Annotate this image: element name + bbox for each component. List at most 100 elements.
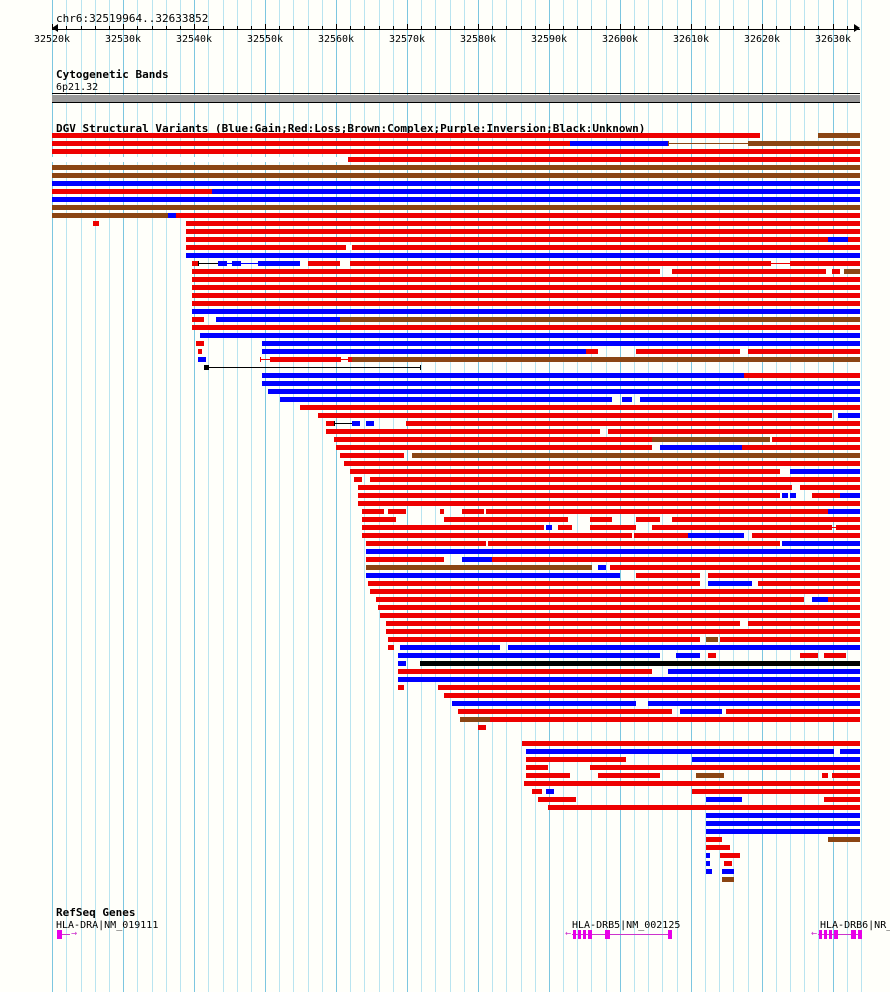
gene-exon[interactable] <box>57 930 62 939</box>
variant-segment[interactable] <box>52 213 168 218</box>
variant-segment[interactable] <box>782 541 860 546</box>
variant-segment[interactable] <box>608 429 860 434</box>
variant-segment[interactable] <box>652 525 690 530</box>
variant-segment[interactable] <box>590 765 860 770</box>
variant-segment[interactable] <box>828 509 860 514</box>
gene-exon[interactable] <box>829 930 832 939</box>
variant-segment[interactable] <box>800 485 860 490</box>
variant-segment[interactable] <box>748 621 860 626</box>
variant-segment[interactable] <box>680 709 722 714</box>
variant-segment[interactable] <box>590 525 636 530</box>
variant-segment[interactable] <box>398 677 860 682</box>
variant-segment[interactable] <box>358 501 860 506</box>
variant-segment[interactable] <box>216 317 340 322</box>
variant-segment[interactable] <box>280 397 612 402</box>
variant-segment[interactable] <box>812 597 828 602</box>
variant-segment[interactable] <box>672 269 826 274</box>
variant-segment[interactable] <box>186 253 860 258</box>
variant-segment[interactable] <box>790 469 860 474</box>
variant-segment[interactable] <box>742 445 860 450</box>
variant-segment[interactable] <box>386 629 860 634</box>
variant-segment[interactable] <box>844 269 860 274</box>
gene-exon[interactable] <box>834 930 838 939</box>
variant-segment[interactable] <box>262 341 860 346</box>
variant-segment[interactable] <box>636 573 700 578</box>
variant-segment[interactable] <box>526 765 548 770</box>
variant-segment[interactable] <box>748 141 860 146</box>
variant-segment[interactable] <box>168 213 176 218</box>
variant-segment[interactable] <box>318 413 832 418</box>
variant-segment[interactable] <box>720 853 740 858</box>
variant-segment[interactable] <box>708 653 716 658</box>
variant-segment[interactable] <box>744 373 860 378</box>
variant-segment[interactable] <box>590 517 612 522</box>
variant-segment[interactable] <box>610 565 860 570</box>
variant-segment[interactable] <box>350 261 770 266</box>
variant-segment[interactable] <box>696 773 724 778</box>
variant-segment[interactable] <box>350 469 780 474</box>
variant-segment[interactable] <box>598 565 606 570</box>
variant-segment[interactable] <box>348 157 860 162</box>
variant-segment[interactable] <box>366 557 444 562</box>
variant-segment[interactable] <box>198 349 202 354</box>
variant-segment[interactable] <box>52 173 860 178</box>
gene-exon[interactable] <box>583 930 586 939</box>
variant-segment[interactable] <box>692 701 860 706</box>
variant-segment[interactable] <box>218 261 226 266</box>
variant-segment[interactable] <box>672 517 860 522</box>
variant-segment[interactable] <box>440 509 444 514</box>
variant-segment[interactable] <box>352 421 360 426</box>
variant-segment[interactable] <box>706 845 730 850</box>
variant-segment[interactable] <box>488 541 780 546</box>
variant-segment[interactable] <box>336 445 652 450</box>
coordinate-ruler[interactable]: chr6:32519964..32633852 32520k 32530k 3254… <box>0 0 890 52</box>
variant-segment[interactable] <box>790 493 796 498</box>
variant-segment[interactable] <box>836 525 860 530</box>
variant-segment[interactable] <box>706 837 722 842</box>
gene-exon[interactable] <box>588 930 592 939</box>
variant-segment[interactable] <box>828 837 860 842</box>
variant-segment[interactable] <box>708 581 752 586</box>
variant-segment[interactable] <box>636 349 740 354</box>
variant-segment[interactable] <box>706 637 718 642</box>
variant-segment[interactable] <box>812 493 840 498</box>
variant-segment[interactable] <box>52 133 760 138</box>
variant-segment[interactable] <box>262 381 860 386</box>
variant-segment[interactable] <box>196 341 204 346</box>
variant-segment[interactable] <box>348 357 352 362</box>
variant-segment[interactable] <box>370 477 860 482</box>
variant-segment[interactable] <box>204 365 208 370</box>
variant-segment[interactable] <box>340 317 860 322</box>
variant-segment[interactable] <box>52 189 212 194</box>
variant-segment[interactable] <box>828 597 860 602</box>
variant-segment[interactable] <box>692 789 860 794</box>
variant-segment[interactable] <box>444 693 860 698</box>
variant-segment[interactable] <box>724 861 732 866</box>
variant-segment[interactable] <box>570 141 668 146</box>
variant-segment[interactable] <box>438 685 860 690</box>
variant-segment[interactable] <box>212 189 860 194</box>
variant-segment[interactable] <box>300 405 860 410</box>
variant-segment[interactable] <box>192 325 860 330</box>
variant-segment[interactable] <box>52 181 860 186</box>
variant-segment[interactable] <box>648 701 692 706</box>
variant-segment[interactable] <box>460 717 490 722</box>
gene-exon[interactable] <box>578 930 581 939</box>
variant-segment[interactable] <box>790 261 860 266</box>
variant-segment[interactable] <box>706 813 860 818</box>
variant-segment[interactable] <box>640 397 860 402</box>
cytoband-bar[interactable] <box>52 95 860 102</box>
variant-segment[interactable] <box>824 653 846 658</box>
variant-segment[interactable] <box>840 493 860 498</box>
variant-segment[interactable] <box>376 597 804 602</box>
variant-segment[interactable] <box>176 213 860 218</box>
gene-exon[interactable] <box>858 930 862 939</box>
variant-segment[interactable] <box>722 877 734 882</box>
variant-segment[interactable] <box>478 725 486 730</box>
variant-segment[interactable] <box>186 229 860 234</box>
variant-segment[interactable] <box>380 613 860 618</box>
variant-segment[interactable] <box>192 269 660 274</box>
variant-segment[interactable] <box>362 509 384 514</box>
variant-segment[interactable] <box>192 317 204 322</box>
